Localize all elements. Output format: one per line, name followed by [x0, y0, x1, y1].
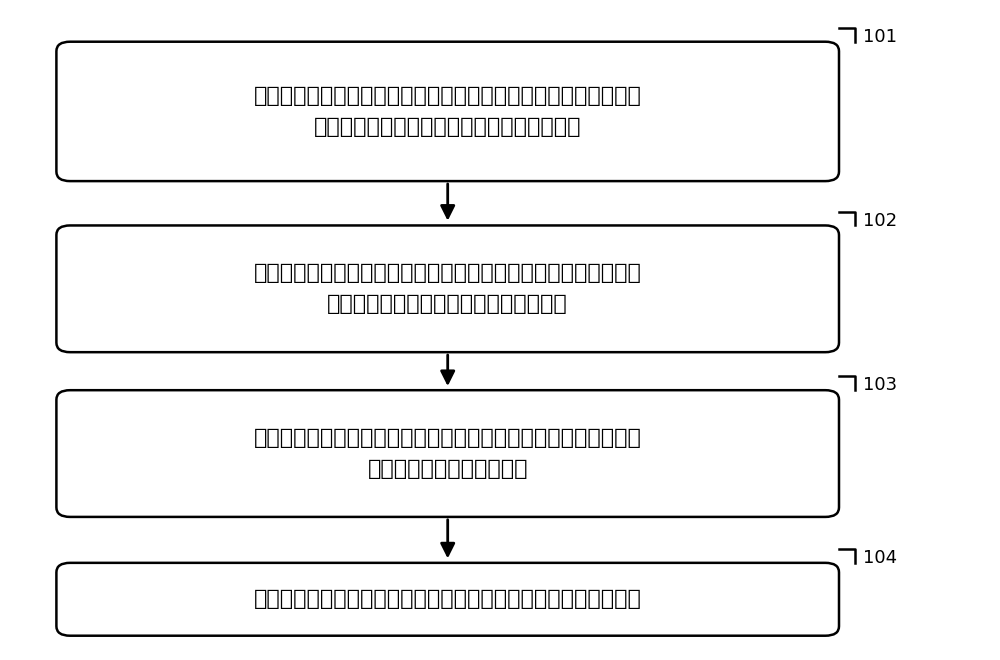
FancyBboxPatch shape	[56, 226, 839, 352]
FancyBboxPatch shape	[56, 563, 839, 636]
Text: 102: 102	[863, 211, 897, 230]
Text: 将加入频变控制器后的控制回路的输出结果输入至风电及柔直系统: 将加入频变控制器后的控制回路的输出结果输入至风电及柔直系统	[254, 589, 642, 609]
FancyBboxPatch shape	[56, 390, 839, 517]
FancyBboxPatch shape	[56, 42, 839, 181]
Text: 根据定风电及柔直系统中各控制回路的次同步谐振控制参数，确定
风电及柔直系统中各控制回路的敏感性参数值: 根据定风电及柔直系统中各控制回路的次同步谐振控制参数，确定 风电及柔直系统中各控…	[254, 86, 642, 137]
Text: 103: 103	[863, 376, 897, 394]
Text: 基于各控制回路的敏感性参数值，确定对风电及柔直系统的次同步
谐振特性的影响超过设定范围的控制回路: 基于各控制回路的敏感性参数值，确定对风电及柔直系统的次同步 谐振特性的影响超过设…	[254, 263, 642, 314]
Text: 在所述对风电及柔直系统的次同步谐振特性的影响超过设定范围的
控制回路中加入频变控制器: 在所述对风电及柔直系统的次同步谐振特性的影响超过设定范围的 控制回路中加入频变控…	[254, 428, 642, 479]
Text: 101: 101	[863, 28, 897, 46]
Text: 104: 104	[863, 549, 897, 567]
